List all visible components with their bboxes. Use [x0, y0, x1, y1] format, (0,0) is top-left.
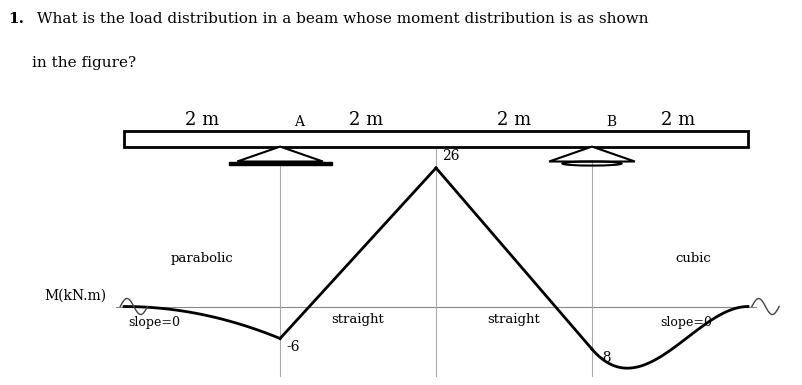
Text: 2 m: 2 m [660, 111, 694, 129]
Text: -6: -6 [286, 340, 299, 354]
Polygon shape [549, 147, 634, 162]
FancyBboxPatch shape [124, 131, 747, 147]
Polygon shape [237, 147, 322, 162]
Text: 2 m: 2 m [496, 111, 530, 129]
Text: B: B [606, 115, 615, 129]
Text: 26: 26 [442, 149, 460, 162]
Text: M(kN.m): M(kN.m) [45, 289, 107, 303]
Text: What is the load distribution in a beam whose moment distribution is as shown: What is the load distribution in a beam … [32, 12, 648, 25]
Text: 2 m: 2 m [184, 111, 219, 129]
Text: parabolic: parabolic [171, 252, 233, 265]
Text: cubic: cubic [674, 252, 711, 265]
Text: slope=0: slope=0 [660, 316, 711, 329]
Text: straight: straight [487, 313, 540, 326]
Text: in the figure?: in the figure? [32, 56, 136, 70]
Text: straight: straight [331, 313, 384, 326]
Text: -8: -8 [597, 351, 611, 365]
Text: 1.: 1. [8, 12, 24, 25]
Text: A: A [294, 115, 304, 129]
Text: slope=0: slope=0 [128, 316, 180, 329]
Text: 2 m: 2 m [348, 111, 383, 129]
Bar [229, 162, 331, 165]
